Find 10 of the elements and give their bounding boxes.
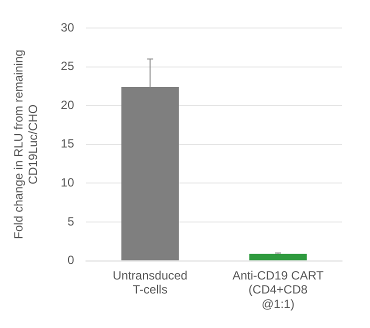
- y-tick-label: 5: [67, 214, 74, 228]
- y-axis-title: Fold change in RLU from remaining CD19Luc/CHO: [12, 50, 40, 240]
- y-tick-label: 0: [67, 253, 74, 268]
- y-tick-label: 20: [60, 98, 74, 112]
- y-tick-label: 15: [60, 136, 74, 151]
- y-tick-label: 25: [60, 59, 74, 74]
- x-tick-label: Anti-CD19 CART (CD4+CD8 @1:1): [232, 268, 324, 312]
- x-tick-label: Untransduced T-cells: [112, 268, 188, 297]
- y-tick-label: 30: [60, 20, 74, 34]
- y-tick-label: 10: [60, 176, 74, 190]
